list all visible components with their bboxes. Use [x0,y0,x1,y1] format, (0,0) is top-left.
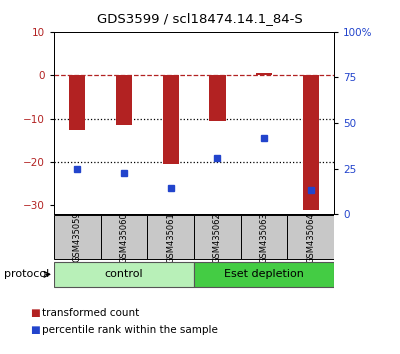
Text: transformed count: transformed count [42,308,139,318]
Bar [116,75,132,125]
Text: ■: ■ [30,308,40,318]
Text: GSM435062: GSM435062 [213,212,222,263]
Text: GSM435059: GSM435059 [73,212,82,263]
Bar [288,215,334,259]
Text: GSM435063: GSM435063 [260,212,268,263]
Bar [256,73,272,75]
Text: control: control [105,269,143,279]
Text: GDS3599 / scl18474.14.1_84-S: GDS3599 / scl18474.14.1_84-S [97,12,303,25]
Bar [194,262,334,287]
Text: percentile rank within the sample: percentile rank within the sample [42,325,218,335]
Bar [162,75,179,164]
Bar [148,215,194,259]
Text: ■: ■ [30,325,40,335]
Bar [54,262,194,287]
Text: GSM435061: GSM435061 [166,212,175,263]
Text: GSM435064: GSM435064 [306,212,315,263]
Bar [302,75,319,210]
Text: Eset depletion: Eset depletion [224,269,304,279]
Bar [69,75,86,130]
Text: GSM435060: GSM435060 [120,212,128,263]
Bar [54,215,100,259]
Bar [241,215,287,259]
Text: protocol: protocol [4,269,49,279]
Bar [194,215,240,259]
Bar [101,215,147,259]
Bar [209,75,226,121]
